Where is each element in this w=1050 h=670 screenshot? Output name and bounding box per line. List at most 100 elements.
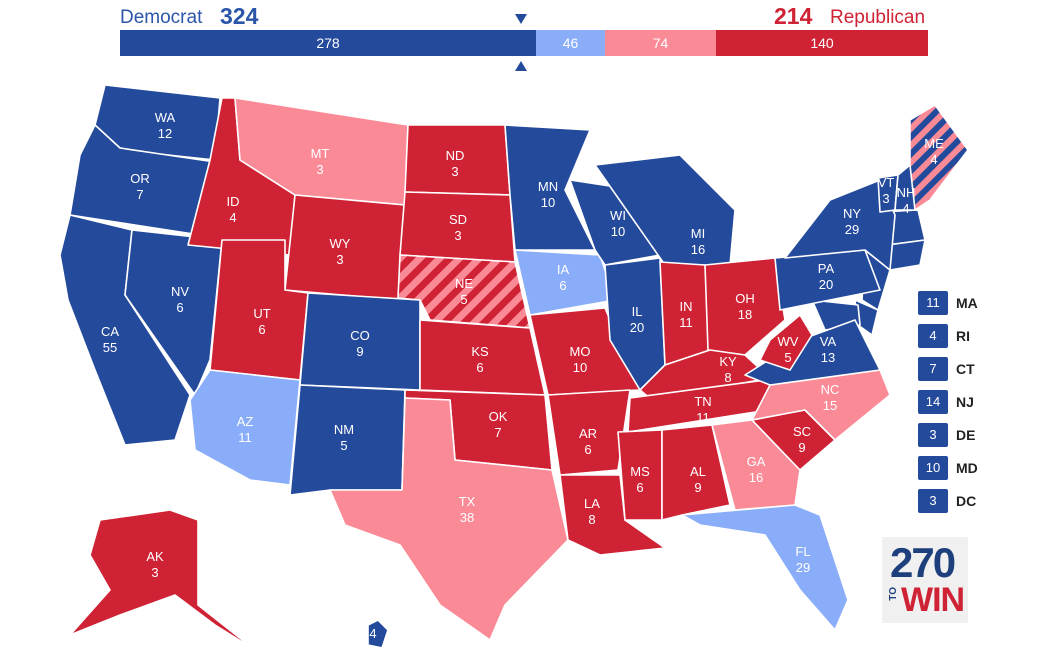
state-abbr-or: OR <box>130 171 150 186</box>
state-ev-fl: 29 <box>796 560 810 575</box>
state-ev-wy: 3 <box>336 252 343 267</box>
state-wv[interactable] <box>759 314 813 371</box>
safe-dem-segment[interactable]: 278 <box>120 30 536 56</box>
state-abbr-me: ME <box>924 136 944 151</box>
state-abbr-ok: OK <box>489 409 508 424</box>
small-state-ev-box[interactable]: 3 <box>918 489 948 513</box>
state-abbr-ms: MS <box>630 464 650 479</box>
small-state-ri[interactable]: 4 RI <box>918 324 1028 350</box>
small-state-ev-box[interactable]: 7 <box>918 357 948 381</box>
state-ak[interactable] <box>69 509 256 651</box>
state-abbr-nm: NM <box>334 422 354 437</box>
state-abbr-mi: MI <box>691 226 705 241</box>
small-state-ev-box[interactable]: 10 <box>918 456 948 480</box>
270-marker-top-icon <box>515 14 527 24</box>
logo-win: WIN <box>901 581 965 619</box>
state-ev-sd: 3 <box>454 228 461 243</box>
republican-total: 214 <box>774 3 813 29</box>
state-ev-mo: 10 <box>573 360 587 375</box>
state-abbr-ar: AR <box>579 426 597 441</box>
small-state-ev-box[interactable]: 4 <box>918 324 948 348</box>
logo-to: TO <box>888 587 899 601</box>
state-ev-la: 8 <box>588 512 595 527</box>
state-abbr-nh: NH <box>897 185 916 200</box>
state-abbr-ga: GA <box>747 454 766 469</box>
state-abbr-wv: WV <box>778 334 799 349</box>
small-state-ct[interactable]: 7 CT <box>918 357 1028 383</box>
lean-dem-segment[interactable]: 46 <box>536 30 605 56</box>
state-abbr-mn: MN <box>538 179 558 194</box>
small-state-md[interactable]: 10 MD <box>918 456 1028 482</box>
state-abbr-il: IL <box>632 304 643 319</box>
logo-number: 270 <box>890 539 956 586</box>
state-ev-wi: 10 <box>611 224 625 239</box>
state-ev-nh: 4 <box>902 201 909 216</box>
state-abbr-ky: KY <box>719 354 737 369</box>
small-state-abbr: DC <box>956 493 977 509</box>
state-al[interactable] <box>661 424 731 521</box>
state-abbr-wa: WA <box>155 110 176 125</box>
state-abbr-hi: HI <box>332 626 345 641</box>
state-ev-al: 9 <box>694 480 701 495</box>
state-abbr-in: IN <box>680 299 693 314</box>
northeast-state-shape-1[interactable] <box>887 239 926 271</box>
republican-label: Republican <box>830 7 926 28</box>
state-oh[interactable] <box>704 257 786 356</box>
state-abbr-mo: MO <box>570 344 591 359</box>
small-state-dc[interactable]: 3 DC <box>918 489 1028 515</box>
state-ny[interactable] <box>784 179 896 271</box>
state-ev-mt: 3 <box>316 162 323 177</box>
safe-rep-segment[interactable]: 140 <box>716 30 928 56</box>
state-sd[interactable] <box>399 191 516 263</box>
state-ev-in: 11 <box>679 315 693 330</box>
state-abbr-mt: MT <box>311 146 330 161</box>
state-ev-nd: 3 <box>451 164 458 179</box>
state-ga[interactable] <box>711 419 801 511</box>
small-state-de[interactable]: 3 DE <box>918 423 1028 449</box>
state-fl[interactable] <box>681 504 849 631</box>
state-ev-nc: 15 <box>823 398 837 413</box>
state-abbr-az: AZ <box>237 414 254 429</box>
270-marker-bottom-icon <box>515 61 527 71</box>
small-state-ev-box[interactable]: 3 <box>918 423 948 447</box>
small-state-ma[interactable]: 11 MA <box>918 291 1028 317</box>
state-abbr-ny: NY <box>843 206 861 221</box>
state-abbr-ne: NE <box>455 276 473 291</box>
state-abbr-ak: AK <box>146 549 164 564</box>
state-abbr-ia: IA <box>557 262 570 277</box>
state-abbr-va: VA <box>820 334 837 349</box>
state-abbr-sc: SC <box>793 424 811 439</box>
state-ev-ca: 55 <box>103 340 117 355</box>
state-mi[interactable] <box>594 154 736 266</box>
state-ev-ne: 5 <box>460 292 467 307</box>
state-ev-oh: 18 <box>738 307 752 322</box>
state-abbr-wi: WI <box>610 208 626 223</box>
democrat-label: Democrat <box>120 7 203 28</box>
state-nh[interactable] <box>894 164 919 211</box>
small-state-ev-box[interactable]: 14 <box>918 390 948 414</box>
small-state-abbr: DE <box>956 427 976 443</box>
state-ev-nv: 6 <box>176 300 183 315</box>
state-abbr-tn: TN <box>694 394 711 409</box>
small-state-abbr: RI <box>956 328 970 344</box>
lean-rep-segment[interactable]: 74 <box>605 30 716 56</box>
state-abbr-ks: KS <box>471 344 489 359</box>
state-ev-sc: 9 <box>798 440 805 455</box>
state-abbr-ut: UT <box>253 306 270 321</box>
state-ev-me: 4 <box>930 152 937 167</box>
state-ev-pa: 20 <box>819 277 833 292</box>
state-abbr-vt: VT <box>878 175 895 190</box>
small-state-ev-box[interactable]: 11 <box>918 291 948 315</box>
electoral-tally-header: Democrat 324 214 Republican 278 46 74 14… <box>0 0 1050 80</box>
state-hi[interactable] <box>367 619 389 649</box>
state-abbr-fl: FL <box>795 544 810 559</box>
small-state-nj[interactable]: 14 NJ <box>918 390 1028 416</box>
state-ar[interactable] <box>547 389 631 476</box>
270-to-win-logo[interactable]: 270 TO WIN <box>882 537 968 623</box>
state-abbr-tx: TX <box>459 494 476 509</box>
state-la[interactable] <box>559 474 666 556</box>
state-me[interactable] <box>909 104 969 211</box>
state-abbr-wy: WY <box>330 236 351 251</box>
state-abbr-id: ID <box>227 194 240 209</box>
